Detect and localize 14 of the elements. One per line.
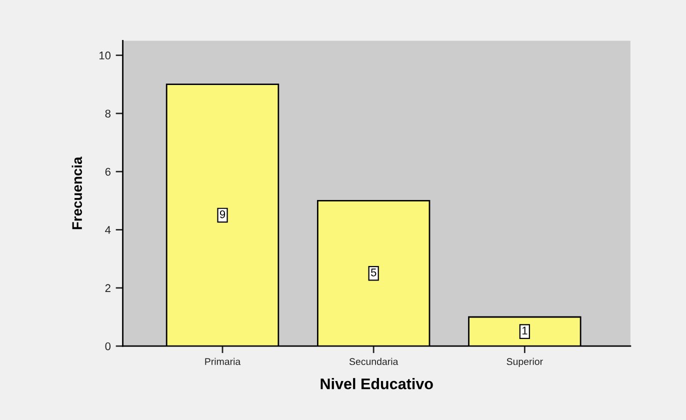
x-tick-label: Secundaria: [349, 358, 398, 366]
data-label: 5: [370, 268, 376, 276]
y-axis-title: Frecuencia: [72, 156, 82, 230]
y-tick-label: 10: [99, 52, 111, 60]
x-axis-title: Nivel Educativo: [320, 378, 433, 390]
y-tick-label: 8: [105, 110, 111, 118]
x-tick-label: Primaria: [205, 358, 241, 366]
data-label: 9: [220, 210, 226, 218]
y-tick-label: 6: [105, 168, 110, 176]
y-tick-label: 2: [105, 284, 110, 292]
x-tick-label: Superior: [506, 358, 543, 367]
y-tick-label: 0: [105, 342, 111, 350]
y-tick-label: 4: [105, 226, 111, 234]
data-label: 1: [522, 326, 528, 334]
